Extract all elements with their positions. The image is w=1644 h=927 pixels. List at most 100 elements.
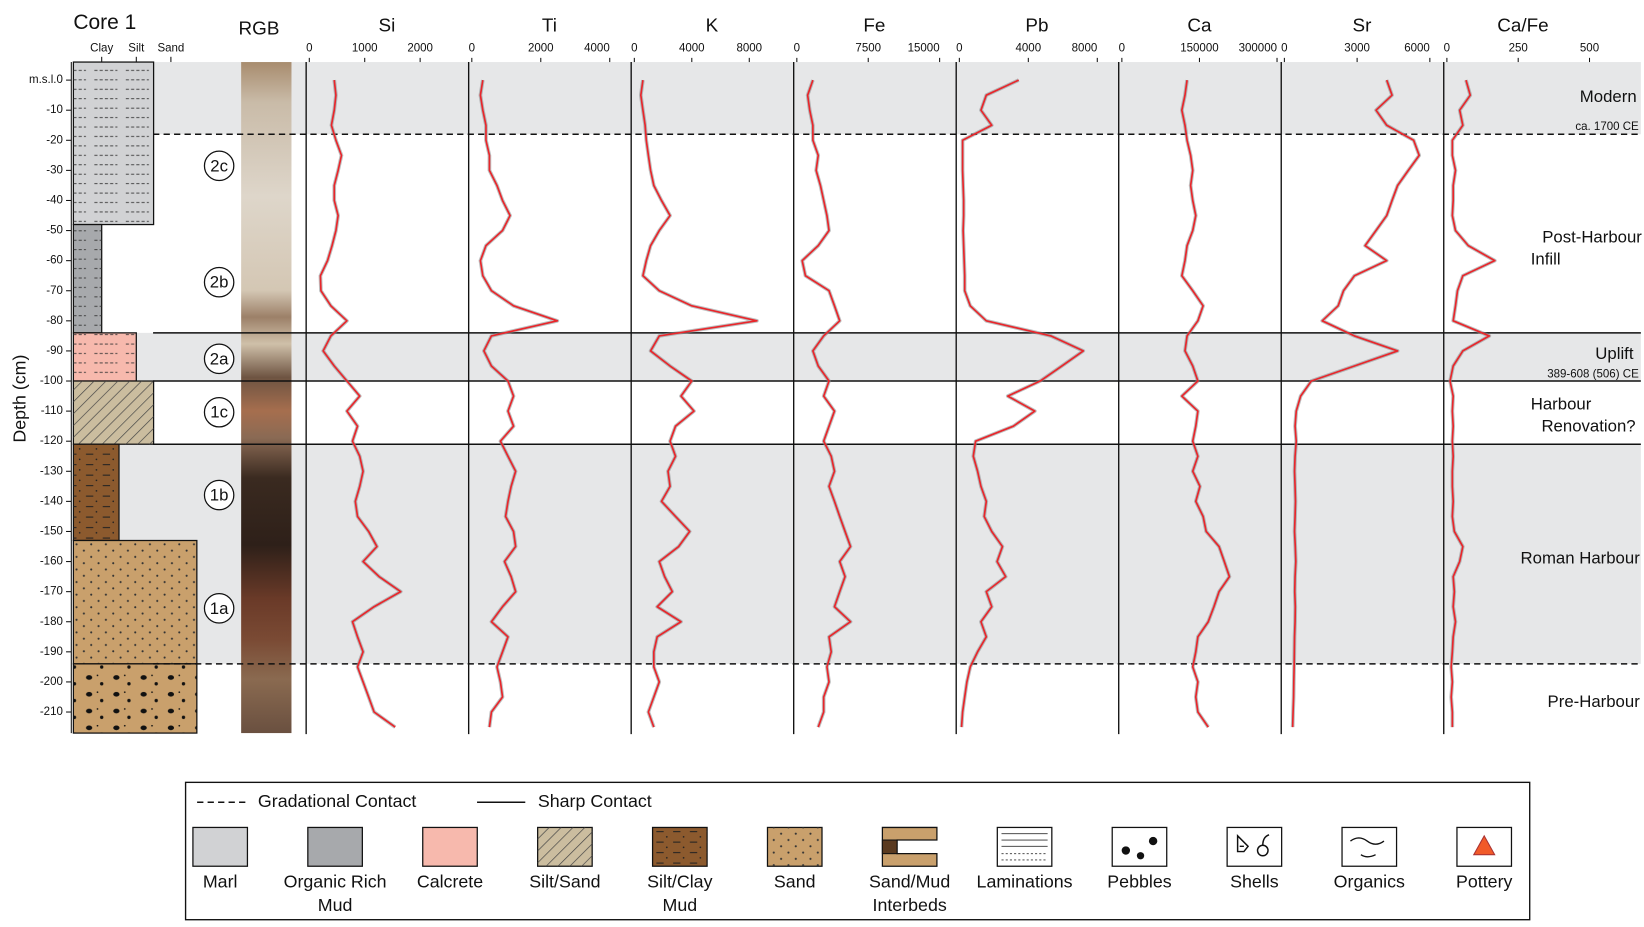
legend-label: Silt/Clay xyxy=(647,872,712,892)
zone-label: Harbour xyxy=(1531,394,1592,413)
legend-swatch xyxy=(193,827,248,866)
core-layer-pattern xyxy=(73,381,153,444)
x-tick-label: 0 xyxy=(631,42,637,54)
x-tick-label: 0 xyxy=(306,42,312,54)
unit-label: 1b xyxy=(210,486,229,505)
rgb-image xyxy=(241,62,291,733)
zone-shading xyxy=(73,62,1640,134)
panel-title: Fe xyxy=(863,14,885,35)
x-tick-label: 15000 xyxy=(908,42,940,54)
legend-swatch-pattern xyxy=(538,827,593,866)
legend-swatch xyxy=(308,827,363,866)
y-tick-label: -80 xyxy=(46,315,63,327)
legend-label: Sand/Mud xyxy=(869,872,950,892)
panel-title: Ti xyxy=(542,14,557,35)
x-tick-label: 2000 xyxy=(528,42,554,54)
zone-label: Renovation? xyxy=(1541,416,1635,435)
unit-label: 1a xyxy=(210,599,229,618)
x-tick-label: 3000 xyxy=(1344,42,1370,54)
legend-label: Mud xyxy=(662,895,697,915)
x-tick-label: 6000 xyxy=(1404,42,1430,54)
x-tick-label: 0 xyxy=(1444,42,1450,54)
legend-label: Pottery xyxy=(1456,872,1513,892)
y-tick-label: -100 xyxy=(40,375,63,387)
legend-swatch-pattern xyxy=(653,827,708,866)
zone-label: Post-Harbour xyxy=(1542,228,1642,247)
legend: Gradational Contact Sharp Contact Marl Orga… xyxy=(193,791,1513,915)
y-tick-label: -90 xyxy=(46,345,63,357)
legend-label: Organics xyxy=(1334,872,1405,892)
grain-tick-label: Clay xyxy=(90,42,113,54)
y-tick-label: -130 xyxy=(40,465,63,477)
x-tick-label: 0 xyxy=(956,42,962,54)
legend-swatch-pattern xyxy=(767,827,822,866)
legend-label: Silt/Sand xyxy=(529,872,600,892)
panel-title: Pb xyxy=(1025,14,1048,35)
y-tick-label: -70 xyxy=(46,285,63,297)
figure: m.s.l.0-10-20-30-40-50-60-70-80-90-100-1… xyxy=(0,0,1644,922)
x-tick-label: 250 xyxy=(1509,42,1528,54)
legend-label: Pebbles xyxy=(1107,872,1171,892)
x-tick-label: 2000 xyxy=(407,42,433,54)
legend-swatch xyxy=(1227,827,1282,866)
x-tick-label: 0 xyxy=(1281,42,1287,54)
panel-title: Sr xyxy=(1353,14,1372,35)
x-tick-label: 0 xyxy=(794,42,800,54)
unit-label: 1c xyxy=(210,403,228,422)
zone-note: ca. 1700 CE xyxy=(1575,121,1639,133)
legend-icon xyxy=(1137,852,1144,859)
background-layer xyxy=(73,62,1640,664)
legend-icon xyxy=(1149,837,1157,845)
panel-title: Ca/Fe xyxy=(1497,14,1548,35)
panel-title: K xyxy=(706,14,719,35)
unit-label: 2c xyxy=(210,156,228,175)
y-tick-label: -40 xyxy=(46,195,63,207)
core-layer-pattern xyxy=(73,540,196,663)
grain-tick-label: Silt xyxy=(128,42,145,54)
y-tick-label: -200 xyxy=(40,676,63,688)
grain-tick-label: Sand xyxy=(157,42,184,54)
y-tick-label: -60 xyxy=(46,255,63,267)
x-tick-label: 7500 xyxy=(855,42,881,54)
y-tick-label: -210 xyxy=(40,706,63,718)
y-tick-label: -20 xyxy=(46,134,63,146)
legend-label: Marl xyxy=(203,872,238,892)
x-tick-label: 1000 xyxy=(352,42,378,54)
x-tick-label: 8000 xyxy=(1072,42,1098,54)
unit-label: 2a xyxy=(210,349,229,368)
legend-label: Organic Rich xyxy=(284,872,387,892)
y-tick-label: m.s.l.0 xyxy=(29,74,63,86)
x-tick-label: 0 xyxy=(469,42,475,54)
legend-contact-label: Sharp Contact xyxy=(538,791,652,811)
legend-label: Interbeds xyxy=(873,895,947,915)
y-axis-label: Depth (cm) xyxy=(10,355,30,443)
zone-label: Pre-Harbour xyxy=(1548,692,1641,711)
core-layer-pattern xyxy=(73,225,101,333)
legend-swatch xyxy=(1342,827,1397,866)
y-tick-label: -190 xyxy=(40,646,63,658)
legend-label: Mud xyxy=(318,895,353,915)
x-tick-label: 300000 xyxy=(1239,42,1277,54)
core-title: Core 1 xyxy=(73,11,136,34)
zone-label: Modern xyxy=(1580,87,1637,106)
zone-shading xyxy=(73,333,1640,381)
panel-title: Si xyxy=(378,14,395,35)
legend-swatch xyxy=(423,827,478,866)
panel-title: Ca xyxy=(1187,14,1212,35)
legend-contact-label: Gradational Contact xyxy=(258,791,416,811)
legend-swatch xyxy=(1112,827,1167,866)
zone-note: 389-608 (506) CE xyxy=(1547,369,1639,381)
x-tick-label: 500 xyxy=(1580,42,1599,54)
legend-icon xyxy=(1122,846,1130,854)
x-tick-label: 150000 xyxy=(1180,42,1218,54)
zone-label: Roman Harbour xyxy=(1521,548,1641,567)
legend-label: Calcrete xyxy=(417,872,483,892)
core-layer-pattern xyxy=(73,62,153,224)
zone-label: Uplift xyxy=(1595,344,1634,363)
y-tick-label: -110 xyxy=(41,405,63,417)
x-tick-label: 0 xyxy=(1119,42,1125,54)
y-tick-label: -10 xyxy=(46,104,63,116)
y-tick-label: -150 xyxy=(40,526,63,538)
legend-icon xyxy=(882,840,897,854)
zone-shading xyxy=(73,444,1640,664)
